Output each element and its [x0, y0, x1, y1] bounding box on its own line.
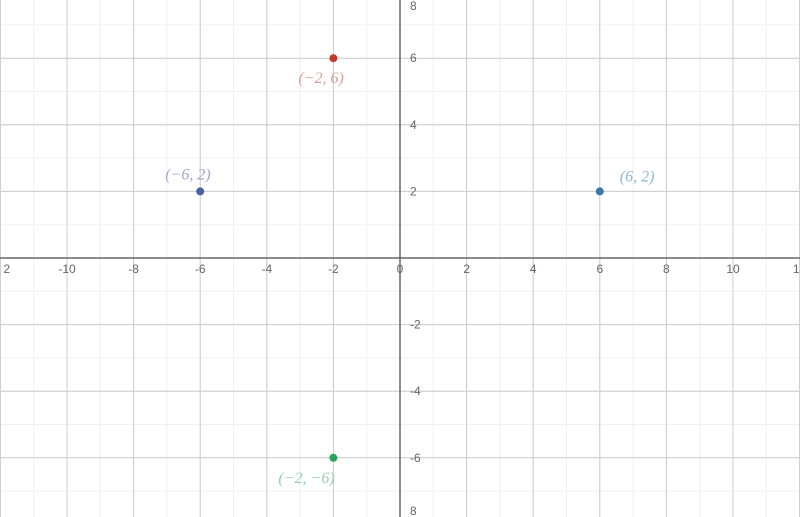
y-tick-label: 4 — [410, 118, 417, 132]
data-point-label: (−2, −6) — [278, 470, 334, 487]
y-tick-label: -4 — [410, 384, 421, 398]
x-tick-label: -8 — [128, 262, 139, 276]
data-point-label: (−6, 2) — [165, 166, 210, 183]
data-point — [329, 54, 337, 62]
x-tick-label: -2 — [328, 262, 339, 276]
x-tick-label-partial: 2 — [3, 262, 10, 276]
data-point — [196, 187, 204, 195]
y-tick-label-partial: 8 — [410, 0, 417, 13]
x-tick-label: 12 — [793, 262, 800, 276]
data-point — [596, 187, 604, 195]
x-tick-label: 4 — [530, 262, 537, 276]
y-tick-label: -2 — [410, 318, 421, 332]
axis-layer — [0, 0, 800, 517]
x-tick-label: -10 — [58, 262, 76, 276]
y-tick-label: 6 — [410, 51, 417, 65]
coordinate-plane-chart: -10 -8 -6 -4 -2 0 2 4 6 8 10 12 2 -6 -4 -2 2 4 6 8 8 (−2, 6)… — [0, 0, 800, 517]
x-tick-label: 10 — [726, 262, 740, 276]
data-point-label: (6, 2) — [620, 168, 655, 185]
x-tick-label: -6 — [195, 262, 206, 276]
data-point-label: (−2, 6) — [298, 70, 343, 87]
y-tick-label: -6 — [410, 451, 421, 465]
x-tick-label: -4 — [261, 262, 272, 276]
x-tick-label: 8 — [663, 262, 670, 276]
x-tick-label: 0 — [397, 262, 404, 276]
x-tick-label: 6 — [596, 262, 603, 276]
x-tick-label: 2 — [463, 262, 470, 276]
y-tick-label-partial: 8 — [410, 504, 417, 517]
data-point — [329, 454, 337, 462]
y-tick-label: 2 — [410, 184, 417, 198]
